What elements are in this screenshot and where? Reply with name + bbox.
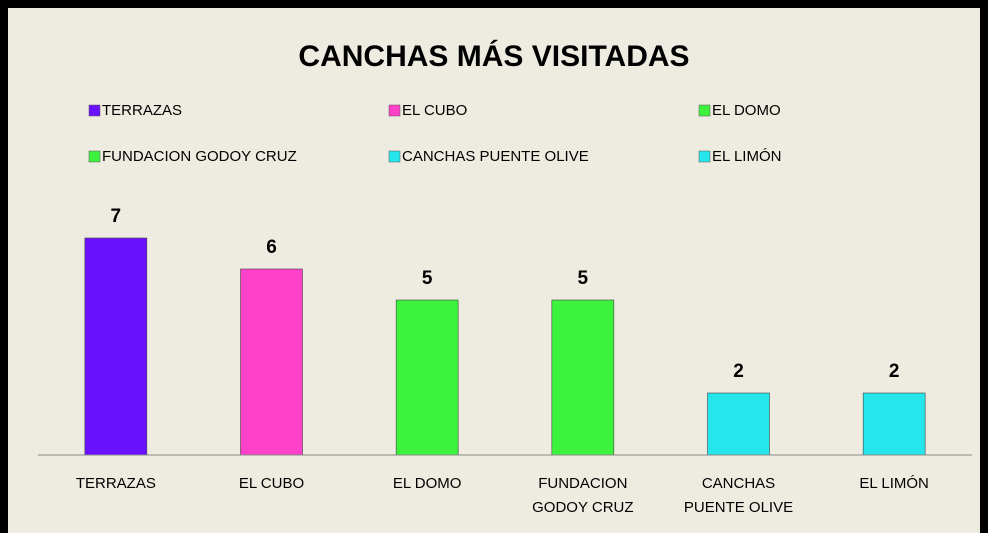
legend-swatch xyxy=(698,104,711,117)
bar xyxy=(395,299,459,456)
bar xyxy=(84,237,148,456)
legend-label: EL LIMÓN xyxy=(712,148,781,165)
legend-label: CANCHAS PUENTE OLIVE xyxy=(402,148,589,165)
bar xyxy=(551,299,615,456)
data-label: 5 xyxy=(578,268,589,289)
legend-swatch xyxy=(88,150,101,163)
legend-label: EL CUBO xyxy=(402,102,467,119)
legend-swatch xyxy=(388,150,401,163)
bar xyxy=(240,268,303,456)
x-tick-label: EL DOMO xyxy=(393,475,462,492)
x-tick-label: EL LIMÓN xyxy=(859,475,928,492)
legend-label: FUNDACION GODOY CRUZ xyxy=(102,148,297,165)
legend-label: EL DOMO xyxy=(712,102,781,119)
legend-swatch xyxy=(698,150,711,163)
legend-swatch xyxy=(388,104,401,117)
data-label: 7 xyxy=(111,206,122,227)
data-label: 2 xyxy=(889,361,900,382)
x-tick-label: EL CUBO xyxy=(239,475,304,492)
legend-swatch xyxy=(88,104,101,117)
legend-label: TERRAZAS xyxy=(102,102,182,119)
bar xyxy=(707,392,770,456)
chart-title: CANCHAS MÁS VISITADAS xyxy=(298,39,689,73)
data-label: 5 xyxy=(422,268,433,289)
x-tick-label: CANCHAS PUENTE OLIVE xyxy=(684,475,793,516)
x-tick-label: FUNDACION GODOY CRUZ xyxy=(532,475,633,516)
data-label: 6 xyxy=(266,237,277,258)
data-label: 2 xyxy=(733,361,744,382)
bar xyxy=(862,392,926,456)
x-tick-label: TERRAZAS xyxy=(76,475,156,492)
